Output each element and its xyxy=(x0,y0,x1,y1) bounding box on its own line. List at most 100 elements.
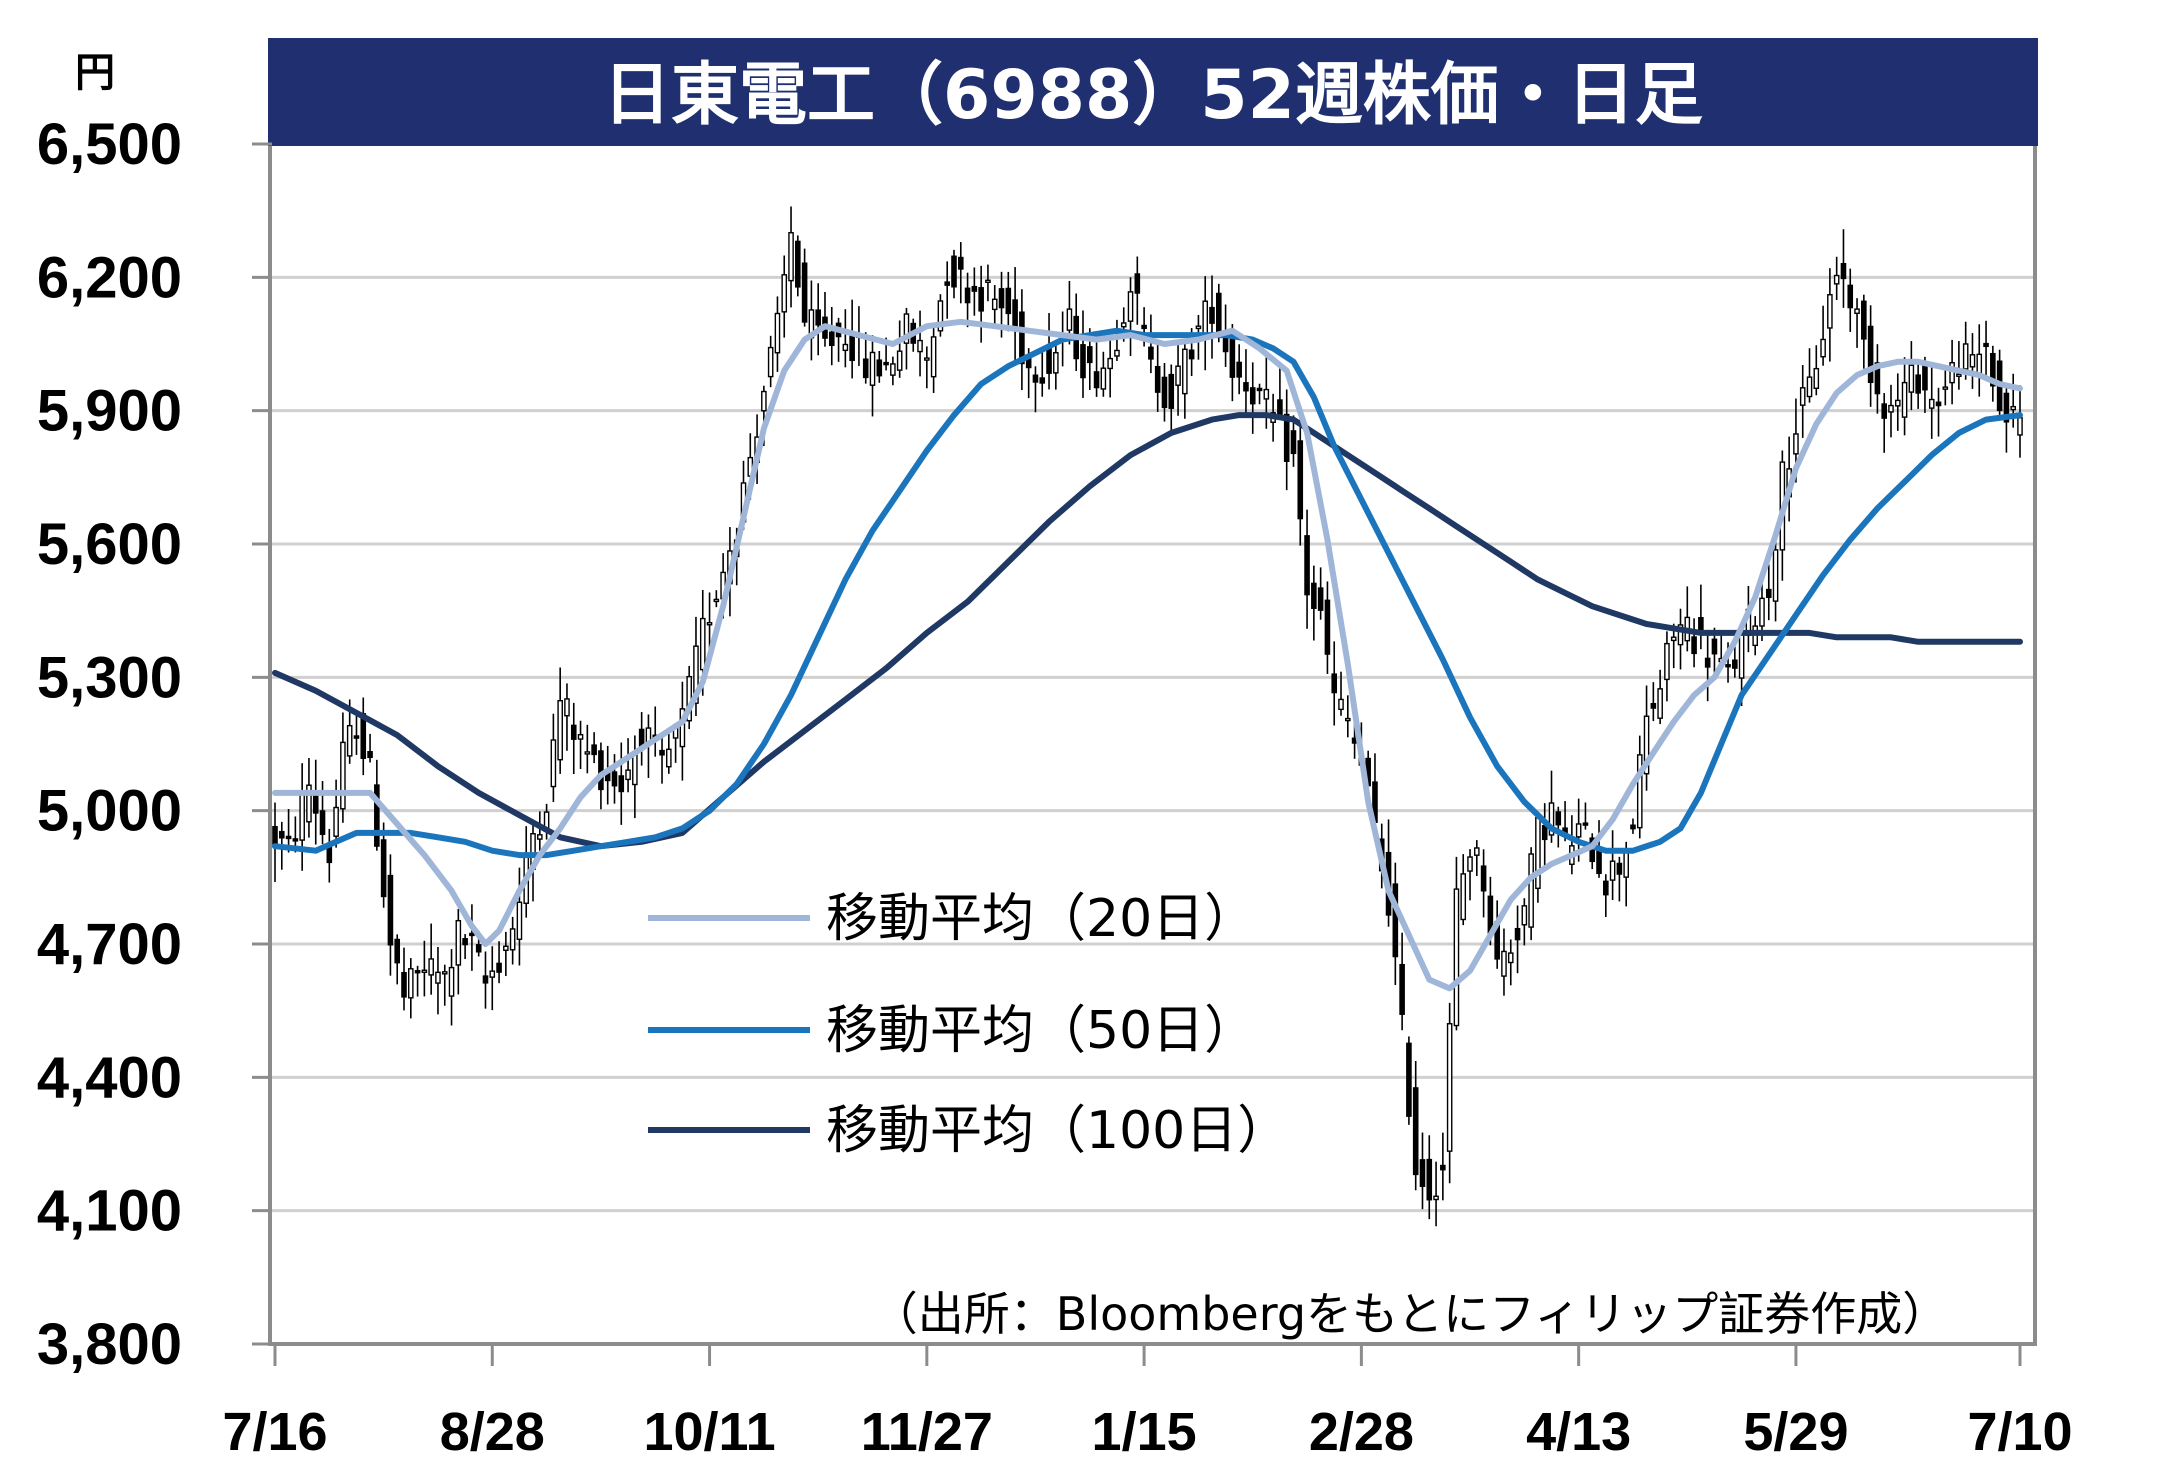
candlestick xyxy=(1032,366,1039,413)
candlestick xyxy=(611,754,618,804)
candle-body xyxy=(1806,376,1813,398)
candlestick xyxy=(1297,414,1304,546)
candle-body xyxy=(1548,802,1555,836)
candle-body xyxy=(598,750,604,791)
candle-body xyxy=(408,968,414,999)
candle-body xyxy=(1236,361,1242,378)
candle-body xyxy=(340,741,346,810)
candle-body xyxy=(2017,417,2023,436)
candlestick xyxy=(1677,608,1684,670)
candlestick xyxy=(1256,383,1263,405)
candlestick xyxy=(971,267,978,316)
candle-body xyxy=(1406,1042,1412,1117)
candle-body xyxy=(1867,325,1874,384)
candlestick xyxy=(469,904,475,971)
candle-body xyxy=(1772,549,1779,602)
candle-body xyxy=(1426,1158,1433,1201)
candlestick xyxy=(577,720,584,769)
candlestick xyxy=(1440,1132,1446,1201)
candlestick xyxy=(557,667,563,774)
plot-area xyxy=(268,142,2037,1346)
candle-body xyxy=(781,274,788,313)
candlestick xyxy=(828,307,835,366)
candle-body xyxy=(659,749,665,756)
candlestick xyxy=(1039,350,1046,397)
candle-body xyxy=(1514,927,1521,941)
candlestick xyxy=(1935,387,1942,437)
candlestick xyxy=(1915,364,1921,409)
candlestick xyxy=(1507,939,1514,986)
candlestick xyxy=(1148,314,1154,374)
candle-body xyxy=(564,698,570,717)
candle-body xyxy=(1161,376,1168,409)
candlestick xyxy=(564,683,570,751)
candle-body xyxy=(828,331,835,347)
candle-body xyxy=(1440,1164,1446,1171)
candle-body xyxy=(584,751,591,755)
candlestick xyxy=(1555,806,1562,848)
y-tick-label: 5,000 xyxy=(37,779,182,844)
candlestick xyxy=(1711,627,1718,679)
candle-body xyxy=(1894,399,1901,407)
candlestick xyxy=(441,964,448,1006)
candlestick xyxy=(1820,305,1826,366)
candlestick xyxy=(1969,333,1976,389)
y-tick-label: 6,500 xyxy=(37,112,182,177)
candlestick xyxy=(550,713,557,803)
candle-body xyxy=(1535,817,1541,890)
candlestick xyxy=(937,294,944,337)
candle-body xyxy=(1603,880,1609,896)
candle-body xyxy=(1419,1159,1426,1187)
candle-body xyxy=(577,734,584,740)
candle-body xyxy=(1636,754,1643,829)
candle-body xyxy=(1732,659,1738,669)
y-tick-label: 4,700 xyxy=(37,912,182,977)
candle-body xyxy=(475,944,482,953)
candlestick xyxy=(625,738,631,793)
candlestick xyxy=(917,310,923,377)
candle-body xyxy=(1609,860,1616,881)
candlestick xyxy=(1127,277,1134,357)
candle-body xyxy=(713,598,720,603)
candle-body xyxy=(971,285,978,292)
candlestick xyxy=(1175,342,1181,416)
candle-body xyxy=(1277,399,1283,415)
candlestick xyxy=(1765,564,1772,621)
candlestick xyxy=(1514,905,1521,974)
candle-body xyxy=(1283,413,1290,462)
candle-body xyxy=(394,938,401,964)
candle-body xyxy=(679,708,686,748)
candlestick xyxy=(666,727,672,774)
candle-body xyxy=(991,298,998,311)
candle-body xyxy=(937,300,944,332)
candlestick xyxy=(1426,1135,1433,1220)
candle-body xyxy=(1100,367,1107,390)
candle-body xyxy=(1881,403,1887,419)
candle-body xyxy=(1908,364,1915,393)
candlestick xyxy=(1304,509,1310,629)
y-tick-label: 5,600 xyxy=(37,512,182,577)
x-tick-label: 4/13 xyxy=(1526,1402,1631,1462)
candle-body xyxy=(346,724,353,757)
legend-label: 移動平均（100日） xyxy=(826,1101,1289,1161)
candlestick xyxy=(842,309,849,368)
candle-body xyxy=(1446,1023,1453,1152)
candlestick xyxy=(1928,366,1935,439)
candlestick xyxy=(1182,341,1188,419)
candlestick xyxy=(1345,695,1351,738)
candle-body xyxy=(1928,398,1935,409)
candlestick xyxy=(1243,349,1249,418)
candle-body xyxy=(1962,343,1969,370)
x-tick-label: 10/11 xyxy=(643,1402,775,1462)
candle-body xyxy=(469,932,475,937)
candle-body xyxy=(1304,535,1310,596)
candle-body xyxy=(1725,664,1731,668)
candle-body xyxy=(1168,373,1175,409)
candlestick xyxy=(1501,928,1507,996)
legend-label: 移動平均（20日） xyxy=(826,889,1256,949)
candle-body xyxy=(1888,404,1894,413)
candle-body xyxy=(299,794,305,841)
y-tick-label: 6,200 xyxy=(37,245,182,310)
candlesticks xyxy=(272,206,2023,1227)
candle-body xyxy=(1256,387,1263,392)
